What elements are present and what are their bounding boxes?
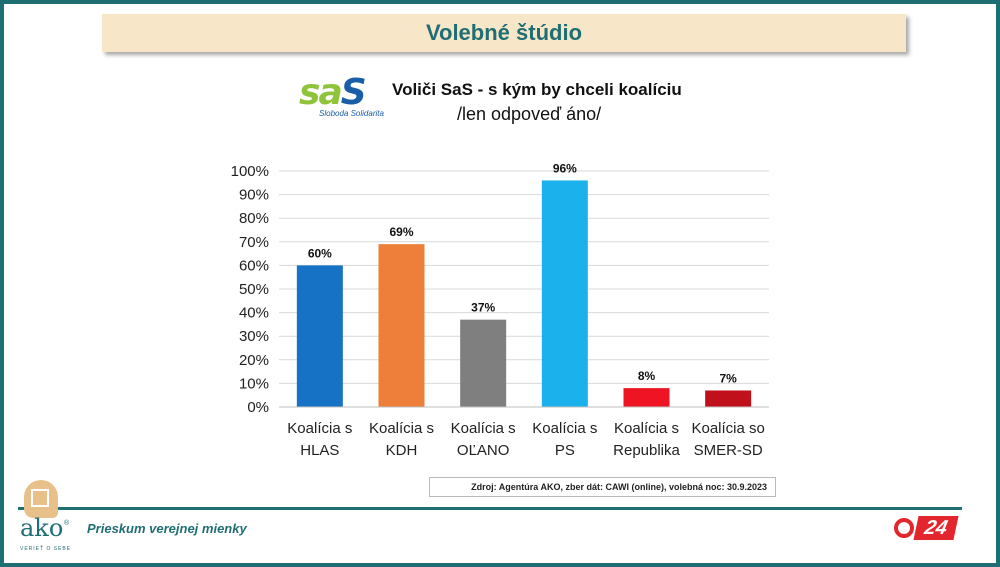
data-label: 69% [389,225,413,239]
x-tick-label: SMER-SD [694,442,763,459]
x-tick-label: Koalícia s [451,420,516,437]
x-tick-label: Koalícia s [287,420,352,437]
ako-logo: ako ® VERIEŤ O SEBE [18,480,80,560]
chart-subtitle: /len odpoveď áno/ [457,104,602,124]
banner-title: Volebné štúdio [425,20,583,45]
sas-logo-subtitle: Sloboda Solidarita [319,109,384,118]
ako-logo-registered: ® [64,520,70,527]
sas-logo: saS Sloboda Solidarita [299,72,389,122]
y-tick-label: 30% [239,328,269,345]
data-label: 37% [471,301,495,315]
y-tick-label: 10% [239,375,269,392]
data-label: 8% [638,369,656,383]
data-label: 60% [308,246,332,260]
x-tick-label: KDH [386,442,418,459]
page-number: 10 [980,546,994,559]
x-tick-label: Koalícia s [614,420,679,437]
x-tick-label: PS [555,442,575,459]
x-tick-label: HLAS [300,442,339,459]
y-tick-label: 50% [239,281,269,298]
bar [378,244,425,407]
y-tick-label: 70% [239,234,269,251]
x-tick-label: Koalícia s [369,420,434,437]
data-label: 7% [719,371,737,385]
y-tick-label: 60% [239,257,269,274]
y-tick-label: 40% [239,305,269,322]
bar [296,265,343,407]
x-tick-label: Koalícia so [691,420,764,437]
x-tick-label: Republika [613,442,680,459]
ako-head-icon [24,480,58,518]
x-tick-label: Koalícia s [532,420,597,437]
footer-text: Prieskum verejnej mienky [87,521,247,536]
ako-logo-word: ako [20,514,64,542]
bar [623,388,670,407]
x-tick-label: OĽANO [457,442,510,459]
bar [460,319,507,407]
title-banner: Volebné štúdio [102,14,906,52]
sas-logo-mark: saS [299,72,367,113]
footer-divider [18,507,962,510]
y-tick-label: 0% [247,399,269,416]
chart-title: Voliči SaS - s kým by chceli koalíciu [392,80,682,99]
tv24-ring-icon [894,518,914,538]
y-tick-label: 20% [239,352,269,369]
bar-chart: 0% 10% 20% 30% 40% 50% 60% 70% 80% 90% 100% 60% Koal… [231,161,769,459]
tv24-number: 24 [913,516,959,540]
y-tick-label: 80% [239,210,269,227]
slide: Volebné štúdio saS Sloboda Solidarita Vo… [4,4,996,563]
y-tick-label: 90% [239,187,269,204]
bar [705,390,752,407]
data-label: 96% [553,161,577,175]
y-tick-label: 100% [231,163,269,180]
tv24-logo: 24 [894,516,962,542]
bar [541,180,588,407]
source-note: Zdroj: Agentúra AKO, zber dát: CAWI (onl… [429,477,776,497]
ako-logo-tagline: VERIEŤ O SEBE [20,546,72,552]
